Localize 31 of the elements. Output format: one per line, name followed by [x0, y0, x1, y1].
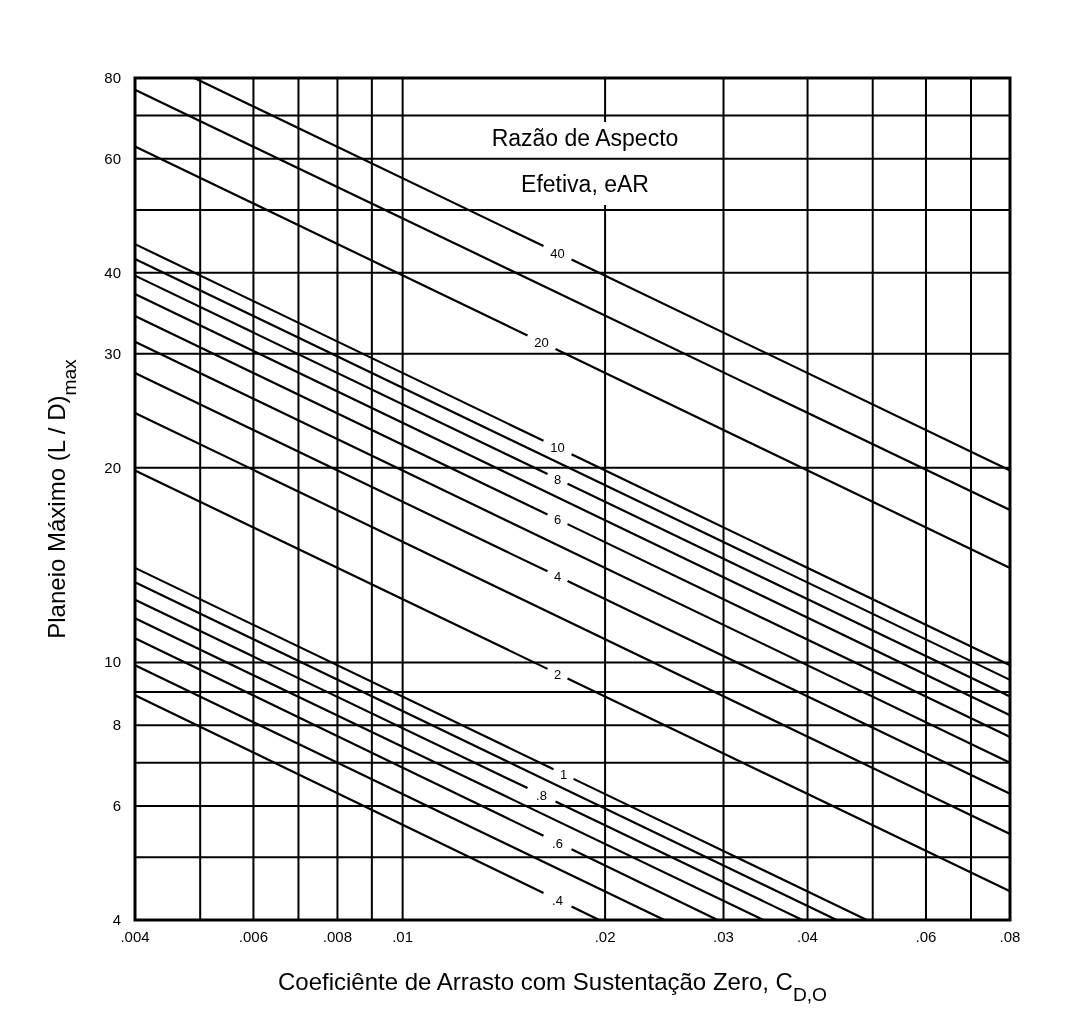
- y-tick-label: 60: [104, 149, 121, 167]
- x-tick-label: .06: [915, 928, 937, 945]
- x-axis-title: Coeficiênte de Arrasto com Sustentação Zero, C$_{D,O}$: [277, 968, 828, 1005]
- x-tick-label: .004: [120, 928, 150, 945]
- series-label: .8: [536, 787, 547, 803]
- y-tick-label: 4: [112, 911, 121, 928]
- series-label: 1: [559, 767, 568, 783]
- y-tick-label: 20: [104, 458, 121, 476]
- x-tick-label: .02: [594, 928, 616, 945]
- series-label: 2: [553, 666, 562, 682]
- x-tick-label: .01: [392, 928, 414, 945]
- y-tick-label: 6: [112, 797, 121, 815]
- x-tick-label: .03: [713, 928, 734, 945]
- series-label: 10: [550, 440, 565, 456]
- series-label: 20: [534, 335, 549, 351]
- x-tick-label: .08: [999, 928, 1021, 945]
- series-label: 4: [553, 569, 562, 585]
- y-tick-label: 80: [104, 69, 121, 86]
- x-tick-label: .04: [797, 928, 818, 945]
- y-tick-label: 8: [112, 716, 121, 734]
- x-tick-label: .006: [238, 928, 269, 945]
- series-label: 6: [553, 512, 562, 528]
- y-tick-label: 10: [104, 653, 121, 671]
- y-tick-label: 30: [104, 344, 121, 362]
- x-tick-label: .008: [322, 928, 353, 945]
- legend-title: Razão de Aspecto Efetiva, eAR: [491, 125, 679, 197]
- series-label: .6: [552, 835, 563, 851]
- series-label: 40: [550, 245, 565, 261]
- series-label: 8: [553, 471, 562, 487]
- series-label: .4: [552, 892, 563, 908]
- y-tick-label: 40: [104, 263, 121, 281]
